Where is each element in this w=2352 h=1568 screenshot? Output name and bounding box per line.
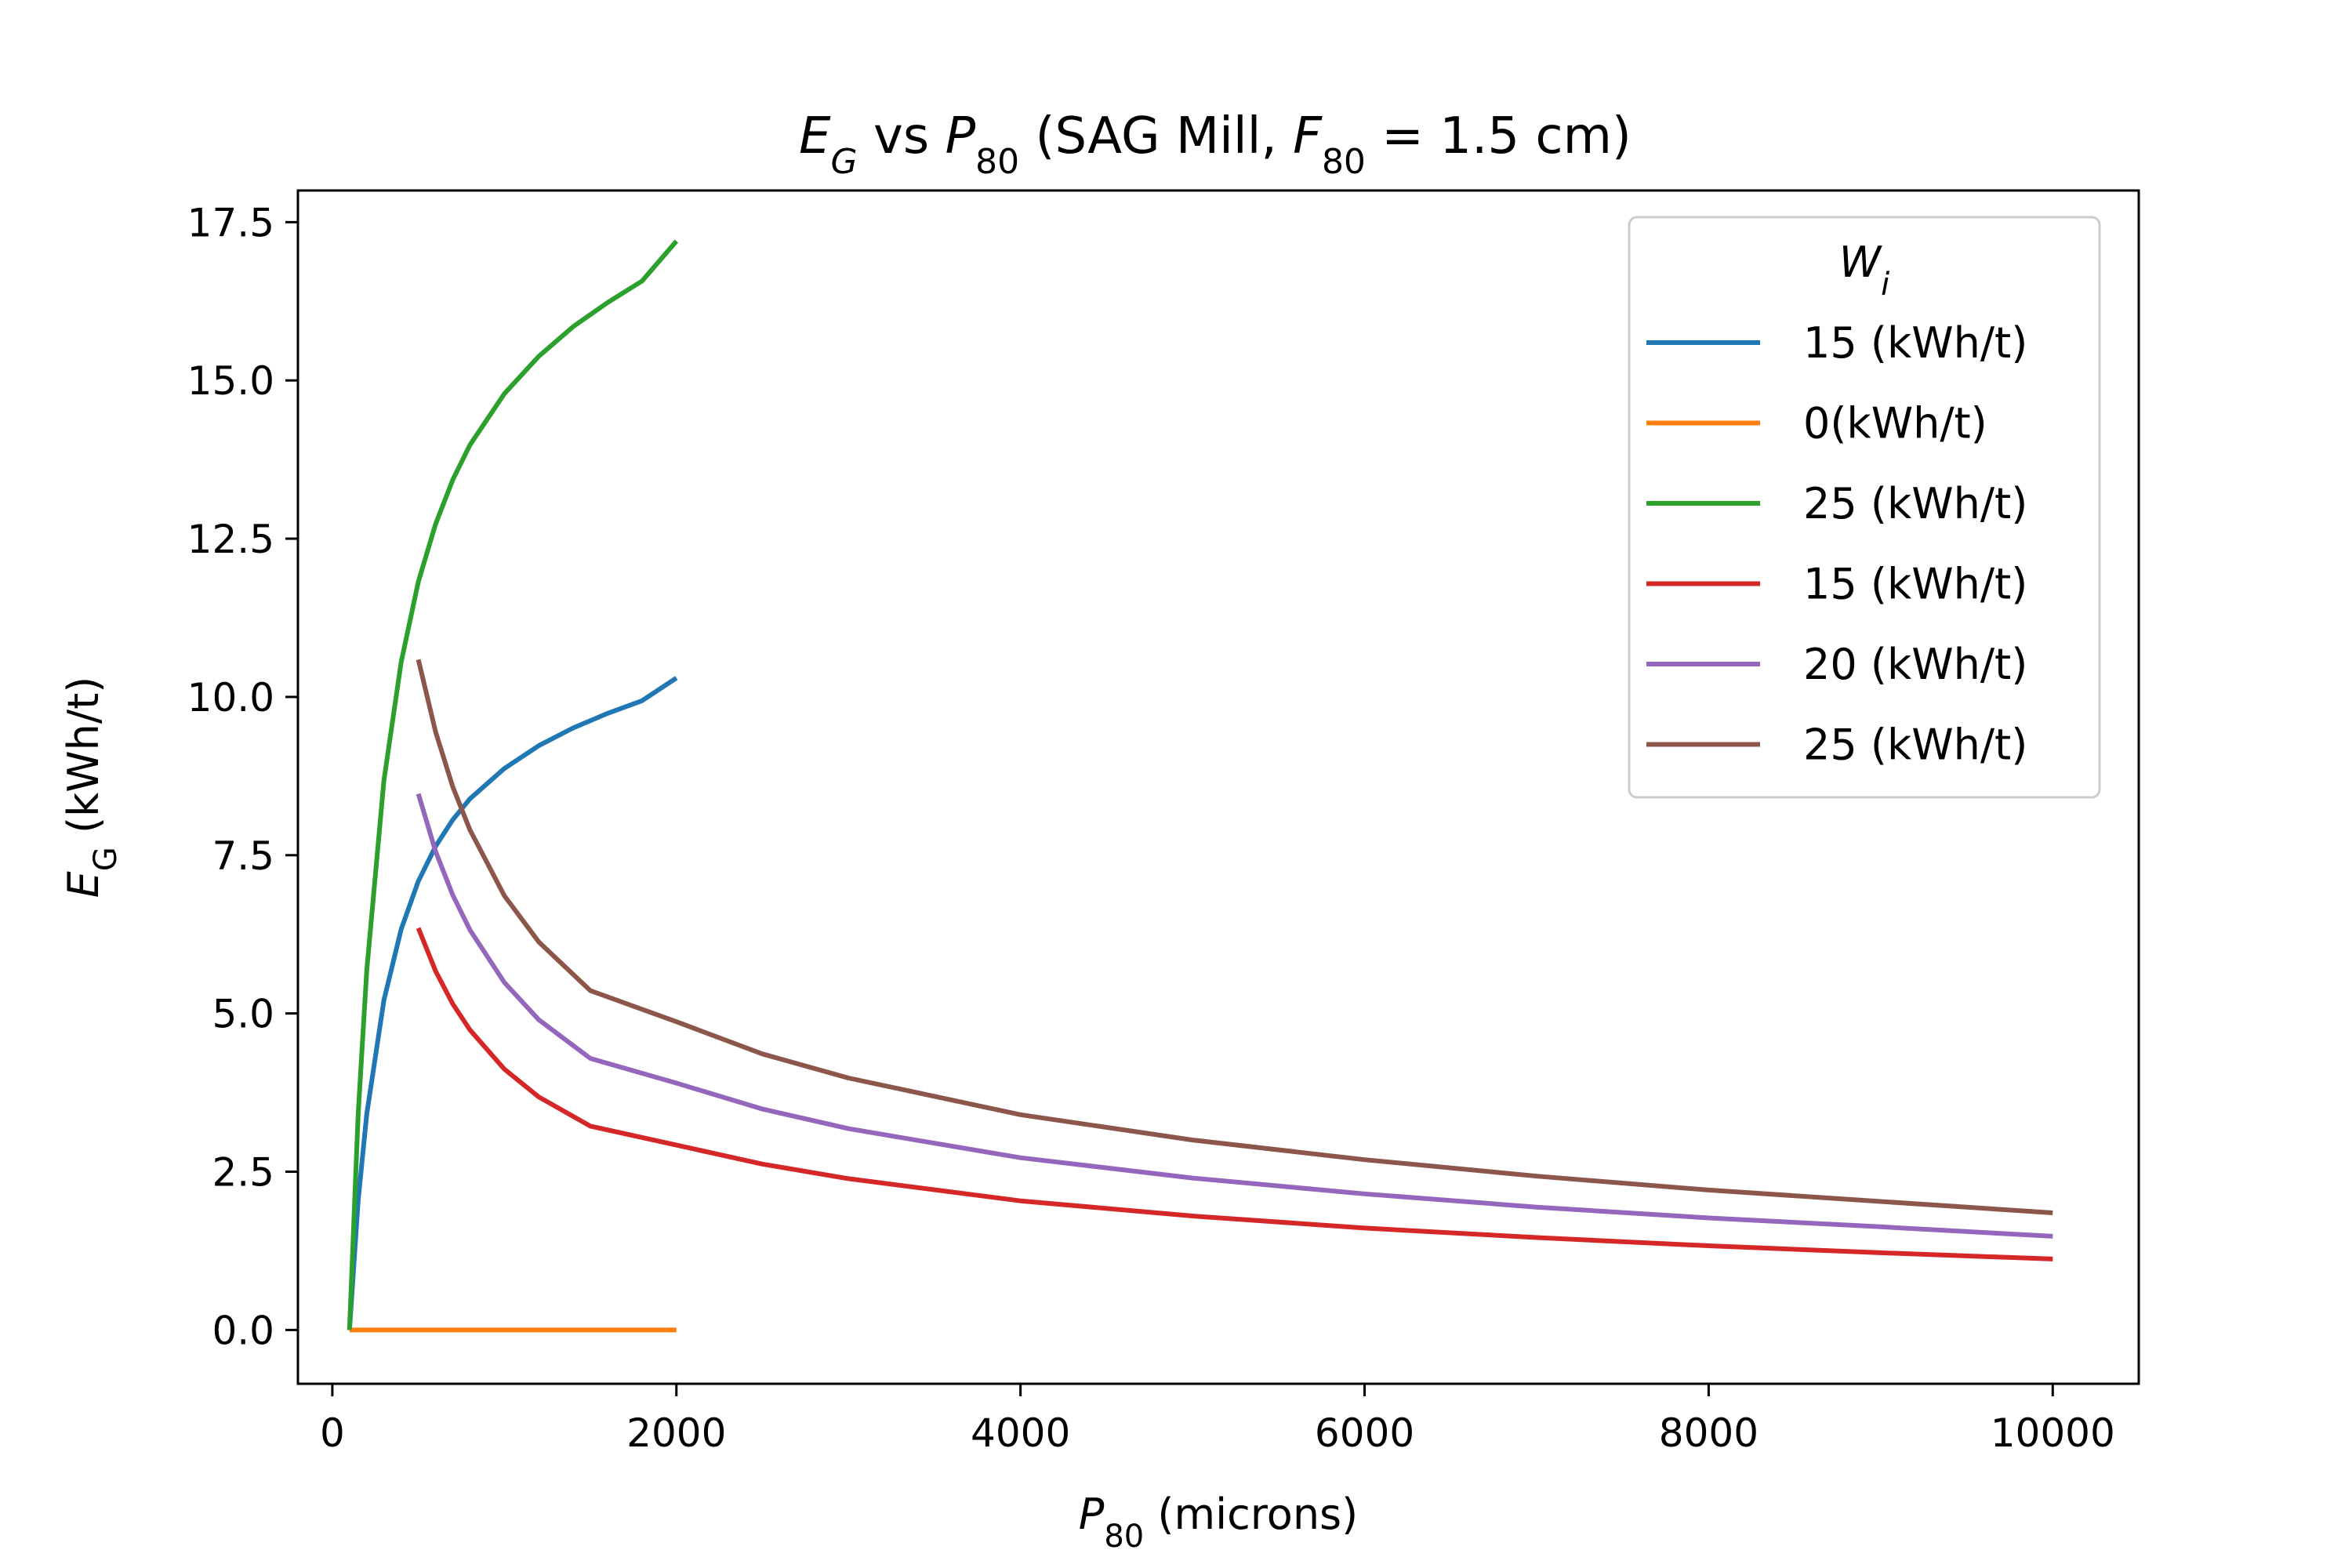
x-axis-label: P80 (microns) [1079,1490,1359,1555]
legend-label-3: 15 (kWh/t) [1803,560,2027,609]
legend-title: Wi [1839,238,1890,303]
legend-label-4: 20 (kWh/t) [1803,640,2027,689]
series-line-2 [347,239,679,1330]
legend-label-0: 15 (kWh/t) [1803,318,2027,368]
x-tick-label: 2000 [626,1410,726,1456]
legend-label-1: 0(kWh/t) [1803,399,1987,448]
x-tick-label: 6000 [1315,1410,1414,1456]
y-tick-label: 2.5 [212,1150,274,1196]
x-axis: 0 2000 4000 6000 8000 10000 [320,1384,2115,1456]
legend-entries: 15 (kWh/t) 0(kWh/t) 25 (kWh/t) 15 (kWh/t) 20… [1646,318,2027,770]
series-layer [347,239,2053,1333]
y-tick-label: 15.0 [187,358,274,404]
series-line-4 [416,793,2053,1239]
y-tick-label: 12.5 [187,517,274,562]
y-tick-label: 7.5 [212,833,274,879]
series-line-5 [416,659,2053,1215]
y-axis-label: EG (kWh/t) [59,677,124,898]
legend-label-5: 25 (kWh/t) [1803,720,2027,770]
y-tick-label: 5.0 [212,992,274,1037]
x-tick-label: 0 [320,1410,345,1456]
y-axis: 0.0 2.5 5.0 7.5 10.0 12.5 15.0 17.5 [187,200,298,1353]
series-line-0 [347,676,678,1330]
chart-title: EG vs P80 (SAG Mill, F80 = 1.5 cm) [799,107,1632,182]
legend-label-2: 25 (kWh/t) [1803,479,2027,528]
y-tick-label: 17.5 [187,200,274,245]
x-tick-label: 8000 [1659,1410,1759,1456]
y-tick-label: 10.0 [187,675,274,720]
x-tick-label: 10000 [1991,1410,2115,1456]
legend: Wi 15 (kWh/t)0(kWh/t)25 (kWh/t)15 (kWh/t… [1628,216,2101,799]
plot-frame [296,189,2140,1385]
legend-box [1628,216,2101,799]
x-tick-label: 4000 [971,1410,1070,1456]
series-line-3 [416,927,2053,1261]
y-tick-label: 0.0 [212,1308,274,1353]
